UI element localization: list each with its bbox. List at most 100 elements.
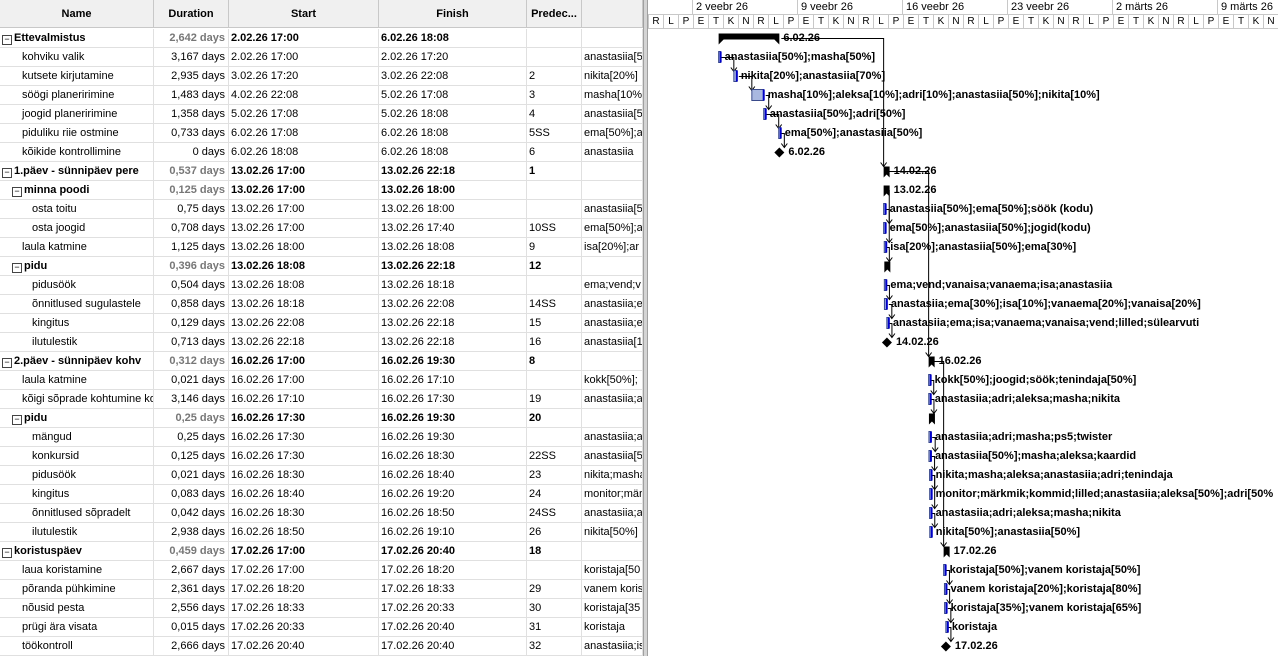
task-resources-cell[interactable]: [582, 542, 643, 561]
task-row[interactable]: kohviku valik 3,167 days 2.02.26 17:00 2.02…: [0, 48, 643, 67]
task-name-cell[interactable]: kõikide kontrollimine: [0, 143, 154, 162]
task-resources-cell[interactable]: isa[20%];ar: [582, 238, 643, 257]
task-name-cell[interactable]: ilutulestik: [0, 333, 154, 352]
task-resources-cell[interactable]: vanem koris: [582, 580, 643, 599]
task-row[interactable]: − Ettevalmistus 2,642 days 2.02.26 17:00 6.0…: [0, 29, 643, 48]
task-finish-cell[interactable]: 3.02.26 22:08: [379, 67, 527, 86]
task-start-cell[interactable]: 17.02.26 17:00: [229, 542, 379, 561]
task-start-cell[interactable]: 6.02.26 17:08: [229, 124, 379, 143]
task-row[interactable]: − pidu 0,25 days 16.02.26 17:30 16.02.26 19:…: [0, 409, 643, 428]
task-start-cell[interactable]: 6.02.26 18:08: [229, 143, 379, 162]
task-finish-cell[interactable]: 13.02.26 22:08: [379, 295, 527, 314]
task-predecessors-cell[interactable]: 1: [527, 162, 582, 181]
dependency-line[interactable]: [947, 627, 952, 642]
task-resources-cell[interactable]: anastasiia;a: [582, 504, 643, 523]
summary-bar-cap[interactable]: [929, 419, 935, 425]
task-row[interactable]: nõusid pesta 2,556 days 17.02.26 18:33 17.0…: [0, 599, 643, 618]
task-resources-cell[interactable]: monitor;mär: [582, 485, 643, 504]
task-resources-cell[interactable]: [582, 162, 643, 181]
dependency-line[interactable]: [931, 475, 936, 509]
dependency-line[interactable]: [766, 114, 780, 129]
task-resources-cell[interactable]: ema[50%];a: [582, 124, 643, 143]
task-finish-cell[interactable]: 17.02.26 20:33: [379, 599, 527, 618]
column-header-duration[interactable]: Duration: [154, 0, 229, 28]
task-name-cell[interactable]: nõusid pesta: [0, 599, 154, 618]
task-duration-cell[interactable]: 0,708 days: [154, 219, 229, 238]
task-finish-cell[interactable]: 6.02.26 18:08: [379, 143, 527, 162]
task-duration-cell[interactable]: 2,556 days: [154, 599, 229, 618]
task-predecessors-cell[interactable]: 32: [527, 637, 582, 656]
task-predecessors-cell[interactable]: 23: [527, 466, 582, 485]
summary-bar-cap[interactable]: [884, 172, 890, 178]
task-start-cell[interactable]: 13.02.26 18:00: [229, 238, 379, 257]
task-finish-cell[interactable]: 16.02.26 18:50: [379, 504, 527, 523]
task-start-cell[interactable]: 13.02.26 17:00: [229, 181, 379, 200]
task-start-cell[interactable]: 17.02.26 18:33: [229, 599, 379, 618]
task-finish-cell[interactable]: 6.02.26 18:08: [379, 29, 527, 48]
task-finish-cell[interactable]: 2.02.26 17:20: [379, 48, 527, 67]
task-name-cell[interactable]: laula katmine: [0, 371, 154, 390]
dependency-line[interactable]: [946, 570, 950, 585]
task-duration-cell[interactable]: 3,167 days: [154, 48, 229, 67]
task-start-cell[interactable]: 13.02.26 22:08: [229, 314, 379, 333]
collapse-icon[interactable]: −: [2, 35, 12, 45]
dependency-line[interactable]: [886, 190, 890, 243]
task-row[interactable]: kõikide kontrollimine 0 days 6.02.26 18:08…: [0, 143, 643, 162]
task-start-cell[interactable]: 2.02.26 17:00: [229, 48, 379, 67]
dependency-arrow[interactable]: [946, 580, 953, 586]
task-name-cell[interactable]: − Ettevalmistus: [0, 29, 154, 48]
task-resources-cell[interactable]: kokk[50%];: [582, 371, 643, 390]
dependency-arrow[interactable]: [931, 447, 939, 453]
task-duration-cell[interactable]: 0,733 days: [154, 124, 229, 143]
task-row[interactable]: prügi ära visata 0,015 days 17.02.26 20:33…: [0, 618, 643, 637]
dependency-arrow[interactable]: [930, 390, 938, 396]
task-resources-cell[interactable]: anastasiia[5: [582, 447, 643, 466]
task-duration-cell[interactable]: 0,713 days: [154, 333, 229, 352]
task-predecessors-cell[interactable]: 6: [527, 143, 582, 162]
dependency-arrow[interactable]: [885, 238, 893, 244]
summary-bar[interactable]: [928, 356, 935, 363]
task-row[interactable]: piduliku riie ostmine 0,733 days 6.02.26 1…: [0, 124, 643, 143]
task-duration-cell[interactable]: 1,125 days: [154, 238, 229, 257]
task-resources-cell[interactable]: [582, 29, 643, 48]
dependency-arrow[interactable]: [931, 523, 939, 529]
task-name-cell[interactable]: pidusöök: [0, 276, 154, 295]
task-row[interactable]: konkursid 0,125 days 16.02.26 17:30 16.02.2…: [0, 447, 643, 466]
dependency-line[interactable]: [781, 38, 885, 167]
column-header-name[interactable]: Name: [0, 0, 154, 28]
task-predecessors-cell[interactable]: 2: [527, 67, 582, 86]
dependency-line[interactable]: [720, 57, 735, 72]
dependency-arrow[interactable]: [947, 618, 955, 624]
task-finish-cell[interactable]: 13.02.26 18:18: [379, 276, 527, 295]
task-duration-cell[interactable]: 2,666 days: [154, 637, 229, 656]
task-duration-cell[interactable]: 3,146 days: [154, 390, 229, 409]
dependency-line[interactable]: [888, 171, 930, 357]
task-resources-cell[interactable]: nikita[20%]: [582, 67, 643, 86]
summary-bar-cap[interactable]: [774, 39, 780, 45]
task-start-cell[interactable]: 16.02.26 18:40: [229, 485, 379, 504]
task-name-cell[interactable]: konkursid: [0, 447, 154, 466]
task-resources-cell[interactable]: anastasiia: [582, 143, 643, 162]
task-resources-cell[interactable]: [582, 257, 643, 276]
task-name-cell[interactable]: pidusöök: [0, 466, 154, 485]
task-start-cell[interactable]: 17.02.26 18:20: [229, 580, 379, 599]
task-duration-cell[interactable]: 0,021 days: [154, 466, 229, 485]
task-predecessors-cell[interactable]: 29: [527, 580, 582, 599]
task-name-cell[interactable]: − minna poodi: [0, 181, 154, 200]
task-row[interactable]: laula katmine 1,125 days 13.02.26 18:00 13.…: [0, 238, 643, 257]
task-row[interactable]: pidusöök 0,504 days 13.02.26 18:08 13.02.26…: [0, 276, 643, 295]
task-resources-cell[interactable]: ema;vend;v: [582, 276, 643, 295]
pane-splitter[interactable]: [643, 0, 648, 656]
task-duration-cell[interactable]: 2,642 days: [154, 29, 229, 48]
dependency-arrow[interactable]: [780, 143, 788, 149]
task-row[interactable]: kõigi sõprade kohtumine ko 3,146 days 16.0…: [0, 390, 643, 409]
task-name-cell[interactable]: osta joogid: [0, 219, 154, 238]
task-resources-cell[interactable]: anastasiia;e: [582, 314, 643, 333]
collapse-icon[interactable]: −: [2, 548, 12, 558]
summary-bar-cap[interactable]: [884, 191, 890, 197]
task-predecessors-cell[interactable]: [527, 561, 582, 580]
task-predecessors-cell[interactable]: [527, 181, 582, 200]
task-start-cell[interactable]: 16.02.26 17:00: [229, 371, 379, 390]
task-finish-cell[interactable]: 13.02.26 18:08: [379, 238, 527, 257]
task-finish-cell[interactable]: 16.02.26 19:20: [379, 485, 527, 504]
